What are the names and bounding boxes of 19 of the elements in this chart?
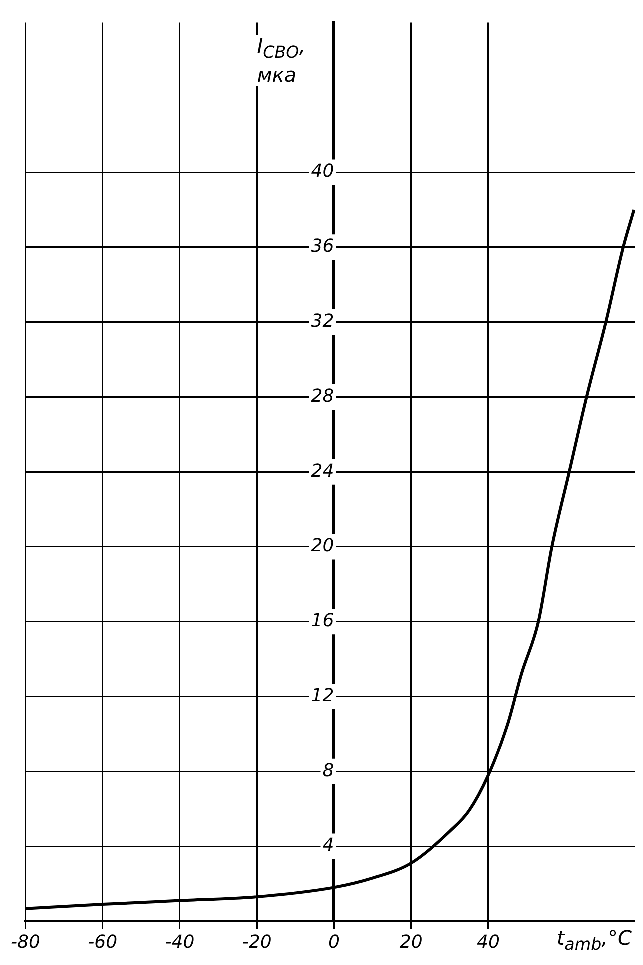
y-tick-label: 24 xyxy=(311,460,334,482)
y-tick-label: 8 xyxy=(322,760,334,782)
y-tick-label: 12 xyxy=(311,685,334,706)
x-tick-label: -80 xyxy=(10,932,40,953)
y-tick-label: 28 xyxy=(311,386,334,407)
y-axis-title: I$_{CBO}$, мка xyxy=(254,34,330,87)
x-tick-label: -40 xyxy=(165,932,195,953)
y-tick-label: 16 xyxy=(311,610,334,632)
x-tick-label: 0 xyxy=(328,932,340,953)
y-tick-label: 36 xyxy=(311,236,334,258)
x-tick-label: -20 xyxy=(242,932,272,953)
y-tick-label: 20 xyxy=(311,536,334,557)
y-tick-label: 40 xyxy=(311,161,334,182)
y-tick-label: 4 xyxy=(322,835,334,856)
x-tick-label: 40 xyxy=(477,932,500,953)
x-axis-title: t$_{amb}$,°C xyxy=(556,926,633,956)
x-tick-label: 20 xyxy=(400,932,423,953)
y-tick-label: 32 xyxy=(311,311,334,332)
x-tick-label: -60 xyxy=(88,932,118,953)
